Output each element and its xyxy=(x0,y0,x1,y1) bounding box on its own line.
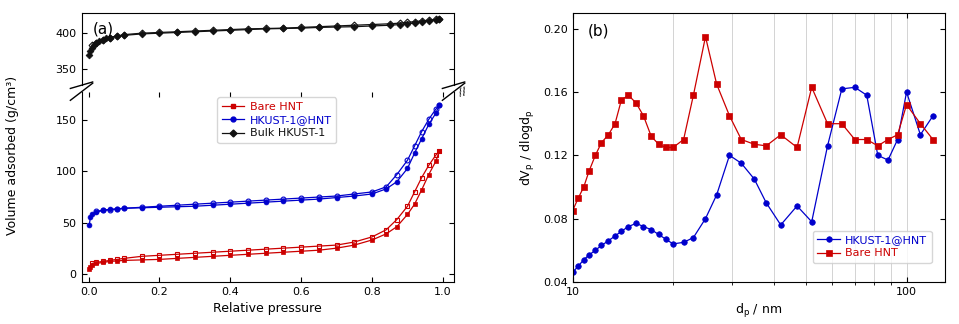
Text: (a): (a) xyxy=(93,22,114,37)
Bare HNT xyxy=(622,93,634,97)
Bare HNT xyxy=(849,138,860,142)
Y-axis label: dV$_\mathregular{p}$ / dlogd$_\mathregular{p}$: dV$_\mathregular{p}$ / dlogd$_\mathregul… xyxy=(520,109,537,186)
Bare HNT xyxy=(602,133,614,137)
Bare HNT xyxy=(567,209,578,213)
Bare HNT xyxy=(882,138,894,142)
Bare HNT xyxy=(678,138,690,142)
Bare HNT xyxy=(653,142,665,146)
Bare HNT xyxy=(775,133,786,137)
HKUST-1@HNT xyxy=(583,253,595,257)
HKUST-1@HNT xyxy=(596,244,607,248)
Text: (b): (b) xyxy=(588,24,609,39)
HKUST-1@HNT xyxy=(882,158,894,162)
X-axis label: Relative pressure: Relative pressure xyxy=(213,302,322,315)
Bare HNT xyxy=(749,142,760,146)
HKUST-1@HNT xyxy=(688,236,699,239)
Text: //: // xyxy=(457,87,467,98)
Bare HNT xyxy=(872,144,883,148)
HKUST-1@HNT xyxy=(667,242,679,246)
Text: Volume adsorbed (g/cm³): Volume adsorbed (g/cm³) xyxy=(6,76,19,235)
HKUST-1@HNT xyxy=(724,153,736,157)
Bare HNT xyxy=(822,122,833,126)
Bare HNT xyxy=(596,141,607,145)
HKUST-1@HNT xyxy=(822,144,833,148)
Bare HNT xyxy=(630,101,642,105)
X-axis label: d$_\mathregular{p}$ / nm: d$_\mathregular{p}$ / nm xyxy=(735,302,783,320)
HKUST-1@HNT xyxy=(653,233,665,237)
HKUST-1@HNT xyxy=(892,138,903,142)
Bare HNT xyxy=(901,103,912,107)
Bare HNT xyxy=(915,122,926,126)
HKUST-1@HNT xyxy=(836,87,848,91)
HKUST-1@HNT xyxy=(578,258,590,262)
Bare HNT xyxy=(861,138,873,142)
Bare HNT xyxy=(583,169,595,173)
HKUST-1@HNT xyxy=(645,228,657,232)
Bare HNT xyxy=(760,144,772,148)
Line: HKUST-1@HNT: HKUST-1@HNT xyxy=(570,85,936,275)
HKUST-1@HNT xyxy=(901,90,912,94)
Bare HNT xyxy=(700,35,712,39)
Bare HNT xyxy=(724,114,736,118)
Bare HNT xyxy=(688,93,699,97)
Bare HNT xyxy=(711,82,722,86)
HKUST-1@HNT xyxy=(700,217,712,221)
HKUST-1@HNT xyxy=(861,93,873,97)
Bare HNT xyxy=(609,122,620,126)
HKUST-1@HNT xyxy=(590,248,601,252)
Bare HNT xyxy=(578,185,590,189)
Bare HNT xyxy=(573,196,584,200)
HKUST-1@HNT xyxy=(736,161,747,165)
Bare HNT xyxy=(806,85,817,89)
Bare HNT xyxy=(836,122,848,126)
Bare HNT xyxy=(638,114,649,118)
HKUST-1@HNT xyxy=(749,177,760,181)
HKUST-1@HNT xyxy=(806,220,817,224)
Legend: Bare HNT, HKUST-1@HNT, Bulk HKUST-1: Bare HNT, HKUST-1@HNT, Bulk HKUST-1 xyxy=(218,97,336,143)
HKUST-1@HNT xyxy=(573,264,584,268)
HKUST-1@HNT xyxy=(927,114,939,118)
HKUST-1@HNT xyxy=(660,237,671,241)
Bare HNT xyxy=(645,134,657,138)
Bare HNT xyxy=(616,98,627,102)
HKUST-1@HNT xyxy=(760,201,772,205)
Bare HNT xyxy=(590,153,601,157)
HKUST-1@HNT xyxy=(678,240,690,244)
Legend: HKUST-1@HNT, Bare HNT: HKUST-1@HNT, Bare HNT xyxy=(813,231,931,263)
Bare HNT xyxy=(667,145,679,149)
HKUST-1@HNT xyxy=(849,85,860,89)
Bare HNT xyxy=(791,145,803,149)
HKUST-1@HNT xyxy=(609,234,620,238)
HKUST-1@HNT xyxy=(711,193,722,197)
Bare HNT xyxy=(927,138,939,142)
HKUST-1@HNT xyxy=(872,153,883,157)
Line: Bare HNT: Bare HNT xyxy=(570,34,936,214)
HKUST-1@HNT xyxy=(567,271,578,274)
HKUST-1@HNT xyxy=(638,225,649,228)
HKUST-1@HNT xyxy=(622,225,634,228)
HKUST-1@HNT xyxy=(915,133,926,137)
Bare HNT xyxy=(660,145,671,149)
Bare HNT xyxy=(736,138,747,142)
HKUST-1@HNT xyxy=(630,221,642,225)
HKUST-1@HNT xyxy=(775,223,786,227)
HKUST-1@HNT xyxy=(602,239,614,243)
HKUST-1@HNT xyxy=(791,204,803,208)
Bare HNT xyxy=(892,133,903,137)
HKUST-1@HNT xyxy=(616,229,627,233)
